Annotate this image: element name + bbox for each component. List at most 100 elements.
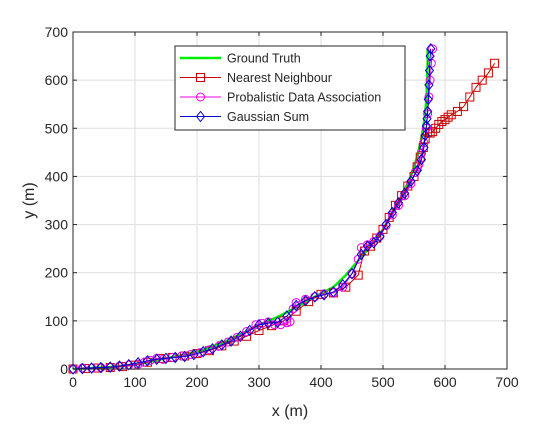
x-tick-label: 200	[185, 374, 209, 390]
data-point-gaussian-sum	[263, 317, 273, 330]
y-tick-label: 100	[45, 313, 69, 329]
data-point-gaussian-sum	[421, 120, 432, 132]
data-point-gaussian-sum	[272, 316, 283, 329]
data-point-gaussian-sum	[96, 361, 106, 374]
data-point-gaussian-sum	[375, 230, 385, 243]
data-point-gaussian-sum	[426, 43, 436, 55]
data-point-probalistic-data-association	[242, 326, 252, 336]
data-point-gaussian-sum	[310, 290, 320, 303]
data-point-gaussian-sum	[291, 299, 301, 312]
data-point-gaussian-sum	[217, 339, 227, 351]
data-point-nearest-neighbour	[483, 68, 493, 78]
data-point-nearest-neighbour	[446, 110, 456, 120]
data-point-gaussian-sum	[319, 289, 329, 301]
data-point-nearest-neighbour	[415, 152, 425, 162]
legend-label: Probalistic Data Association	[227, 91, 381, 105]
data-point-probalistic-data-association	[338, 282, 348, 292]
data-point-gaussian-sum	[422, 105, 433, 118]
data-point-nearest-neighbour	[440, 115, 450, 125]
y-tick-label: 300	[45, 217, 69, 233]
data-point-gaussian-sum	[387, 206, 397, 219]
data-point-gaussian-sum	[189, 348, 199, 361]
data-point-nearest-neighbour	[353, 270, 363, 280]
data-point-nearest-neighbour	[471, 82, 481, 92]
data-point-gaussian-sum	[406, 175, 416, 188]
data-point-gaussian-sum	[423, 93, 433, 106]
data-point-probalistic-data-association	[387, 210, 397, 220]
data-point-gaussian-sum	[235, 330, 246, 343]
plot-area-frame	[72, 31, 508, 370]
data-point-gaussian-sum	[198, 345, 208, 358]
data-point-nearest-neighbour	[443, 112, 453, 122]
data-point-gaussian-sum	[179, 350, 190, 363]
data-point-gaussian-sum	[425, 50, 435, 62]
data-point-probalistic-data-association	[406, 179, 416, 189]
y-tick-label: 600	[45, 72, 69, 88]
data-point-gaussian-sum	[328, 286, 339, 298]
y-tick-label: 700	[45, 24, 69, 40]
data-point-gaussian-sum	[362, 240, 373, 253]
data-point-gaussian-sum	[245, 324, 255, 337]
legend-item-nearest-neighbour: Nearest Neighbour	[180, 71, 332, 85]
y-tick-label: 200	[45, 265, 69, 281]
data-point-probalistic-data-association	[428, 44, 438, 54]
data-point-gaussian-sum	[347, 267, 357, 280]
tick-marks	[72, 31, 508, 370]
data-point-gaussian-sum	[422, 112, 432, 125]
data-point-gaussian-sum	[114, 360, 125, 372]
legend: Ground Truth Nearest Neighbour Probalistic…	[174, 45, 406, 131]
x-tick-label: 100	[123, 374, 147, 390]
data-point-gaussian-sum	[369, 237, 379, 249]
data-point-probalistic-data-association	[232, 332, 242, 342]
data-point-gaussian-sum	[170, 351, 180, 364]
x-tick-label: 300	[247, 374, 271, 390]
data-point-probalistic-data-association	[400, 191, 410, 201]
data-point-nearest-neighbour	[477, 75, 487, 85]
data-point-gaussian-sum	[68, 363, 78, 375]
data-point-gaussian-sum	[338, 278, 348, 291]
legend-item-probalistic-data-association: Probalistic Data Association	[180, 91, 381, 105]
x-tick-label: 600	[433, 374, 457, 390]
data-point-probalistic-data-association	[291, 298, 301, 308]
y-tick-label: 0	[60, 361, 68, 377]
data-point-gaussian-sum	[424, 64, 435, 77]
data-point-gaussian-sum	[207, 342, 218, 355]
data-point-gaussian-sum	[152, 353, 162, 366]
data-point-gaussian-sum	[356, 248, 366, 261]
data-point-gaussian-sum	[254, 318, 264, 331]
y-axis-label: y (m)	[21, 182, 38, 218]
data-point-gaussian-sum	[226, 335, 236, 347]
legend-item-gaussian-sum: Gaussian Sum	[180, 110, 309, 124]
legend-swatch-marker	[196, 73, 205, 82]
data-point-gaussian-sum	[282, 310, 292, 322]
tick-labels: 0 100 200 300 400 500 600 700 0 100 200 300 400 500 60…	[45, 24, 519, 390]
series-layer	[68, 43, 500, 375]
series-gaussian-sum	[68, 43, 436, 375]
legend-item-ground-truth: Ground Truth	[180, 52, 301, 66]
legend-label: Nearest Neighbour	[227, 71, 332, 85]
data-point-gaussian-sum	[400, 187, 410, 200]
data-point-nearest-neighbour	[490, 58, 500, 68]
data-point-gaussian-sum	[77, 362, 87, 375]
data-point-nearest-neighbour	[434, 119, 444, 129]
data-point-nearest-neighbour	[459, 102, 469, 112]
x-tick-label: 700	[495, 374, 519, 390]
x-tick-label: 400	[309, 374, 333, 390]
legend-swatch-marker	[196, 92, 205, 102]
data-point-gaussian-sum	[105, 361, 115, 373]
data-point-nearest-neighbour	[452, 106, 462, 116]
data-point-probalistic-data-association	[146, 355, 155, 365]
data-point-probalistic-data-association	[425, 75, 435, 85]
legend-label: Ground Truth	[227, 52, 301, 66]
data-point-gaussian-sum	[161, 352, 171, 365]
data-point-nearest-neighbour	[465, 92, 475, 102]
data-point-gaussian-sum	[393, 197, 404, 209]
x-axis-label: x (m)	[272, 403, 308, 420]
legend-swatch-marker	[195, 110, 206, 123]
y-tick-label: 400	[45, 168, 69, 184]
data-point-gaussian-sum	[424, 79, 434, 91]
data-point-probalistic-data-association	[394, 200, 403, 210]
data-point-gaussian-sum	[133, 356, 143, 369]
